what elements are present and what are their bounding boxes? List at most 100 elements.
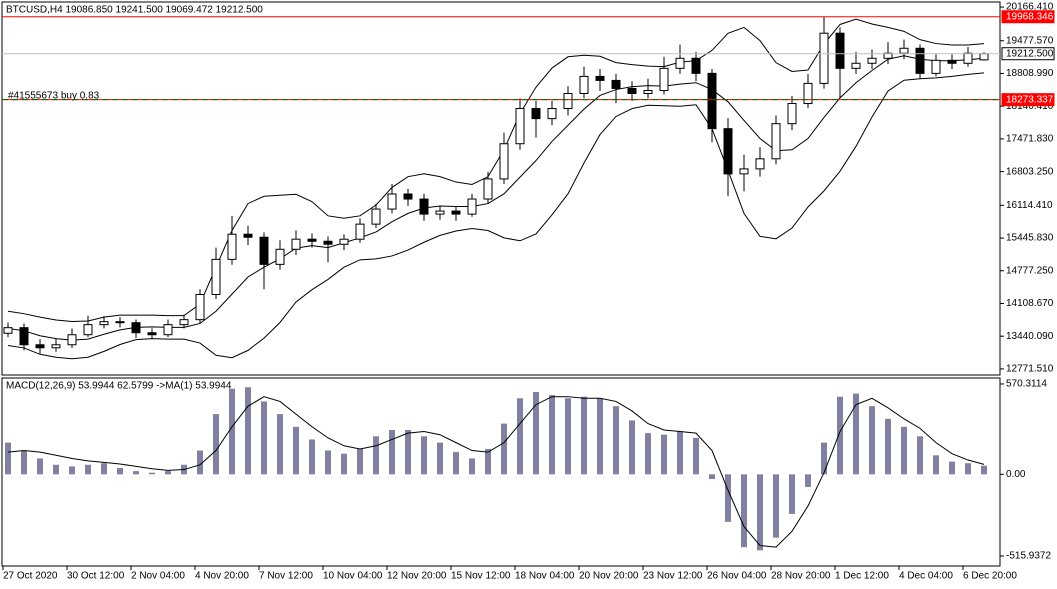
macd-bar — [741, 474, 747, 548]
macd-bar — [597, 398, 603, 475]
y-tick-label: 16803.250 — [1006, 166, 1054, 177]
candle-body — [707, 72, 717, 130]
macd-bar — [789, 474, 795, 514]
y-tick-label: 19477.570 — [1006, 35, 1054, 46]
macd-bar — [341, 453, 347, 475]
candle-body — [723, 128, 733, 175]
macd-bar — [421, 436, 427, 475]
candle-body — [67, 334, 77, 346]
macd-bar — [533, 391, 539, 475]
macd-bar — [645, 433, 651, 475]
y-tick-label: 18140.410 — [1006, 101, 1054, 112]
macd-bar — [261, 401, 267, 475]
macd-bar — [709, 474, 715, 480]
candle-body — [755, 158, 765, 170]
candle-body — [531, 108, 541, 120]
candle-body — [627, 87, 637, 94]
candle-body — [19, 327, 29, 346]
x-tick-label: 18 Nov 04:00 — [515, 571, 575, 582]
macd-bar — [869, 406, 875, 475]
candle-body — [387, 193, 397, 210]
x-tick-label: 23 Nov 12:00 — [643, 571, 703, 582]
macd-bar — [821, 442, 827, 475]
macd-bar — [485, 448, 491, 475]
macd-panel — [1, 377, 1001, 567]
candle-body — [979, 53, 989, 61]
macd-bar — [277, 414, 283, 475]
macd-bar — [453, 452, 459, 475]
main-panel — [1, 1, 1001, 376]
x-tick-label: 30 Oct 12:00 — [67, 571, 125, 582]
x-tick-label: 12 Nov 20:00 — [387, 571, 447, 582]
macd-bar — [949, 461, 955, 475]
candle-body — [3, 327, 13, 334]
price-label-box — [1001, 10, 1055, 24]
y-tick-label: 18808.990 — [1006, 68, 1054, 79]
candle-body — [131, 322, 141, 334]
candle-body — [403, 193, 413, 200]
candle-body — [371, 208, 381, 225]
macd-bar — [5, 442, 11, 475]
candle-body — [83, 324, 93, 336]
candle-body — [579, 75, 589, 94]
macd-bar — [85, 464, 91, 475]
candle-body — [803, 82, 813, 105]
candle-body — [515, 108, 525, 145]
macd-bar — [213, 414, 219, 475]
macd-bar — [693, 437, 699, 475]
macd-bar — [389, 429, 395, 475]
macd-bar — [613, 406, 619, 475]
candle-body — [739, 168, 749, 175]
macd-bar — [197, 450, 203, 475]
macd-bar — [773, 474, 779, 538]
candle-body — [291, 238, 301, 250]
x-tick-label: 20 Nov 20:00 — [579, 571, 639, 582]
macd-bar — [517, 398, 523, 475]
macd-bar — [661, 434, 667, 475]
y-tick-label: 14777.250 — [1006, 265, 1054, 276]
candle-body — [467, 198, 477, 215]
candle-body — [451, 210, 461, 215]
macd-bar — [357, 448, 363, 475]
candle-body — [963, 52, 973, 64]
y-tick-label: 15445.830 — [1006, 233, 1054, 244]
macd-bar — [117, 467, 123, 475]
macd-bar — [565, 398, 571, 475]
macd-bar — [405, 429, 411, 475]
candle-body — [339, 238, 349, 245]
candle-body — [179, 319, 189, 326]
y-tick-label: 0.00 — [1006, 469, 1026, 480]
macd-bar — [805, 474, 811, 487]
x-tick-label: 28 Nov 20:00 — [771, 571, 831, 582]
macd-bar — [885, 418, 891, 475]
macd-bar — [325, 450, 331, 475]
candle-body — [675, 57, 685, 69]
x-tick-label: 6 Dec 20:00 — [963, 571, 1017, 582]
candle-body — [147, 332, 157, 336]
candle-body — [867, 57, 877, 64]
candle-body — [595, 75, 605, 81]
candle-body — [835, 32, 845, 69]
signal-line — [7, 396, 985, 548]
price-label-box — [1001, 93, 1055, 107]
candle-body — [163, 324, 173, 336]
macd-bar — [437, 442, 443, 475]
candle-body — [499, 143, 509, 180]
y-tick-label: -515.9372 — [1006, 551, 1051, 562]
y-tick-label: 570.3114 — [1006, 379, 1047, 390]
macd-bar — [165, 471, 171, 475]
candle-body — [195, 294, 205, 321]
macd-bar — [677, 431, 683, 475]
candle-body — [307, 238, 317, 242]
candle-body — [659, 67, 669, 91]
macd-bar — [901, 426, 907, 475]
candle-body — [787, 103, 797, 125]
macd-bar — [469, 458, 475, 475]
x-tick-label: 1 Dec 12:00 — [835, 571, 889, 582]
price-label: 19968.346 — [1006, 11, 1054, 22]
candle-body — [435, 210, 445, 215]
macd-bar — [373, 436, 379, 475]
macd-bar — [917, 436, 923, 475]
bollinger-line — [7, 55, 985, 341]
